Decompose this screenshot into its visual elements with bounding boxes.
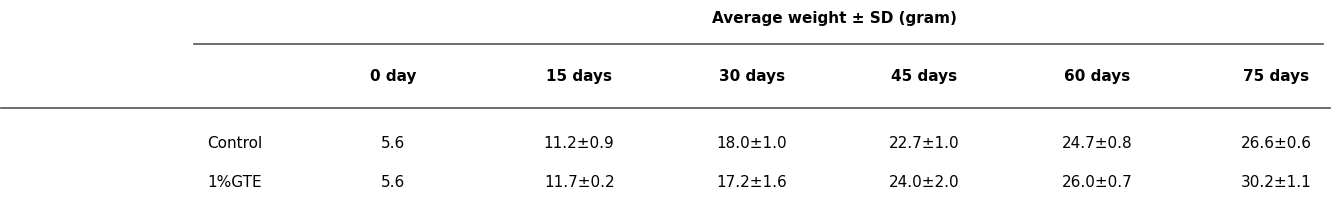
Text: 30.2±1.1: 30.2±1.1 — [1240, 175, 1312, 190]
Text: 15 days: 15 days — [546, 69, 612, 84]
Text: 30 days: 30 days — [719, 69, 785, 84]
Text: 17.2±1.6: 17.2±1.6 — [716, 175, 787, 190]
Text: 22.7±1.0: 22.7±1.0 — [889, 136, 960, 151]
Text: Control: Control — [208, 136, 262, 151]
Text: 24.0±2.0: 24.0±2.0 — [889, 175, 960, 190]
Text: 1%GTE: 1%GTE — [208, 175, 262, 190]
Text: 45 days: 45 days — [892, 69, 957, 84]
Text: 75 days: 75 days — [1243, 69, 1310, 84]
Text: 5.6: 5.6 — [381, 136, 406, 151]
Text: 26.6±0.6: 26.6±0.6 — [1240, 136, 1312, 151]
Text: 11.7±0.2: 11.7±0.2 — [544, 175, 615, 190]
Text: 5.6: 5.6 — [381, 175, 406, 190]
Text: 26.0±0.7: 26.0±0.7 — [1062, 175, 1133, 190]
Text: 0 day: 0 day — [370, 69, 417, 84]
Text: 60 days: 60 days — [1063, 69, 1130, 84]
Text: Average weight ± SD (gram): Average weight ± SD (gram) — [712, 11, 957, 26]
Text: 18.0±1.0: 18.0±1.0 — [716, 136, 787, 151]
Text: 11.2±0.9: 11.2±0.9 — [544, 136, 615, 151]
Text: 24.7±0.8: 24.7±0.8 — [1062, 136, 1133, 151]
